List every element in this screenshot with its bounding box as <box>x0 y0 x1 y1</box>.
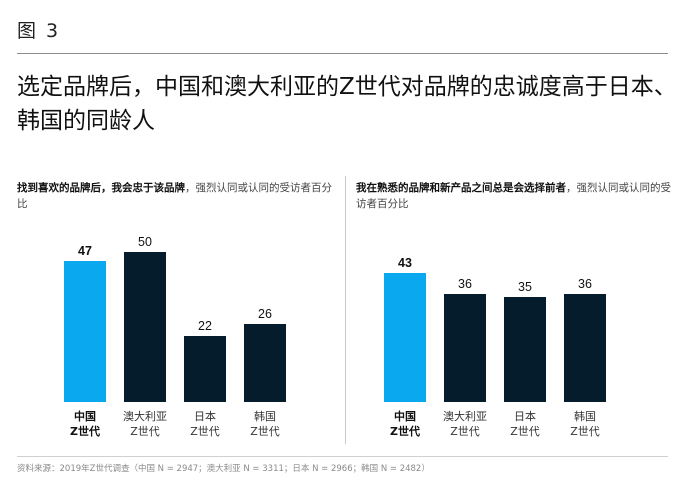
left-subtitle-rest: ，强烈认同或认同的受访者百分比 <box>17 182 332 210</box>
right-category-label-4-line-2: Z世代 <box>570 425 600 438</box>
footer-rule <box>17 456 668 457</box>
left-category-label-4-line-2: Z世代 <box>250 425 280 438</box>
right-bar-1 <box>384 273 426 402</box>
right-category-label-3-line-2: Z世代 <box>510 425 540 438</box>
left-value-label-2: 50 <box>138 235 152 249</box>
right-category-label-4-line-1: 韩国 <box>574 409 596 423</box>
right-bar-2 <box>444 294 486 402</box>
right-category-label-2-line-1: 澳大利亚 <box>443 409 487 423</box>
top-rule <box>17 53 668 54</box>
left-value-label-3: 22 <box>198 319 212 333</box>
left-category-label-2-line-2: Z世代 <box>130 425 160 438</box>
source-footnote: 资料来源：2019年Z世代调查（中国 N = 2947；澳大利亚 N = 331… <box>17 464 430 474</box>
right-subtitle-rest: ，强烈认同或认同的受访者百分比 <box>356 182 671 210</box>
left-category-label-3-line-2: Z世代 <box>190 425 220 438</box>
right-value-label-3: 35 <box>518 280 532 294</box>
left-chart-subtitle: 找到喜欢的品牌后，我会忠于该品牌，强烈认同或认同的受访者百分比 <box>17 180 337 212</box>
left-category-label-2-line-1: 澳大利亚 <box>123 409 167 423</box>
right-value-label-4: 36 <box>578 277 592 291</box>
left-bar-4 <box>244 324 286 402</box>
left-category-label-3-line-1: 日本 <box>194 409 216 423</box>
figure-label: 图 3 <box>17 20 61 42</box>
left-bar-1 <box>64 261 106 402</box>
right-bar-3 <box>504 297 546 402</box>
left-value-label-1: 47 <box>78 244 92 258</box>
left-bar-3 <box>184 336 226 402</box>
left-value-label-4: 26 <box>258 307 272 321</box>
chart-divider <box>345 176 346 444</box>
left-subtitle-bold: 找到喜欢的品牌后，我会忠于该品牌 <box>17 182 185 194</box>
right-category-label-2-line-2: Z世代 <box>450 425 480 438</box>
right-category-label-1-line-1: 中国 <box>394 409 416 423</box>
right-value-label-2: 36 <box>458 277 472 291</box>
right-chart-subtitle: 我在熟悉的品牌和新产品之间总是会选择前者，强烈认同或认同的受访者百分比 <box>356 180 672 212</box>
right-subtitle-bold: 我在熟悉的品牌和新产品之间总是会选择前者 <box>356 182 566 194</box>
left-bar-2 <box>124 252 166 402</box>
right-value-label-1: 43 <box>398 256 412 270</box>
left-category-label-4-line-1: 韩国 <box>254 409 276 423</box>
left-category-label-1-line-1: 中国 <box>74 409 96 423</box>
right-category-label-1-line-2: Z世代 <box>390 424 420 438</box>
left-category-label-1-line-2: Z世代 <box>70 424 100 438</box>
right-category-label-3-line-1: 日本 <box>514 409 536 423</box>
right-bar-4 <box>564 294 606 402</box>
chart-headline: 选定品牌后，中国和澳大利亚的Z世代对品牌的忠诚度高于日本、韩国的同龄人 <box>17 74 677 134</box>
